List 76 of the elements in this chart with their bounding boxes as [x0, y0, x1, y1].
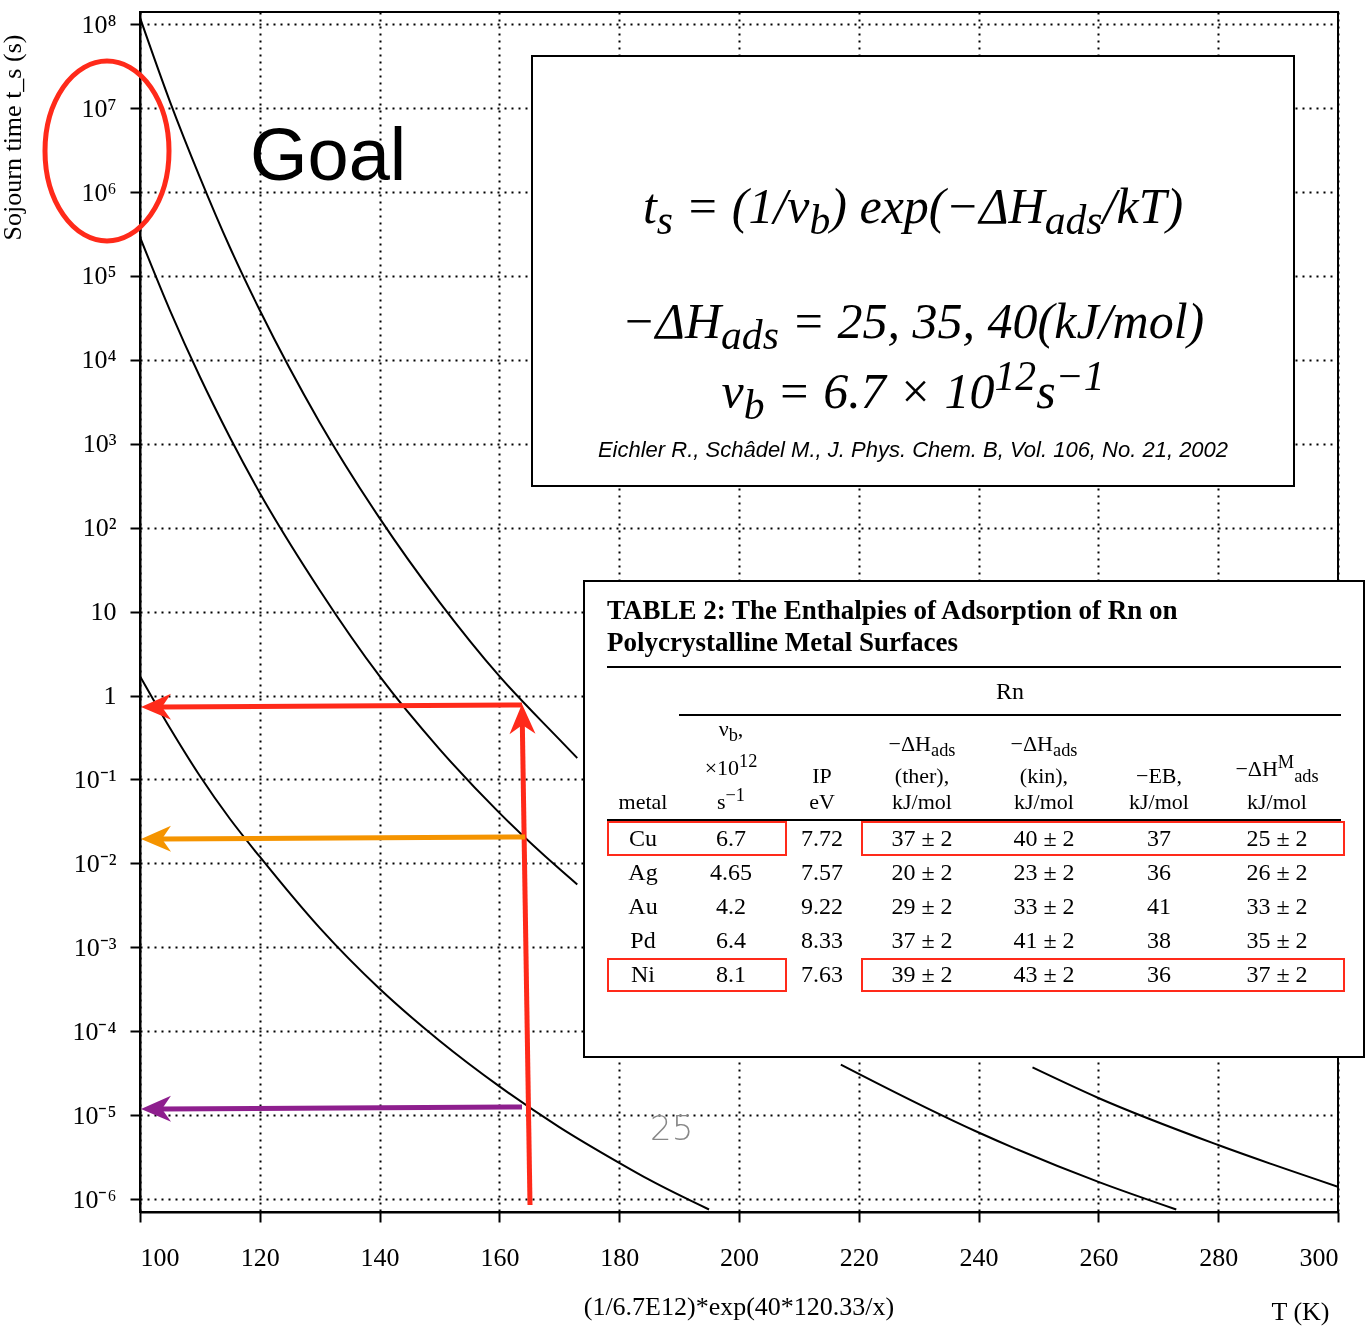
annotation: 25 [650, 1108, 694, 1148]
y-tick-label: 10⁶ [81, 177, 117, 207]
annotation: t$_{s}$ = (1/ν$_{b}$) exp(−ΔH$_{ads}$/kT) [641, 177, 1185, 244]
annotation: Eichler R., Schâdel M., J. Phys. Chem. B, Vol. 106, No. 21, 2002 [596, 437, 1230, 463]
annotation: 43 ± 2 [1012, 960, 1076, 990]
y-tick-label: 10⁻⁶ [72, 1184, 117, 1214]
annotation: 38 [1146, 926, 1172, 956]
annotation: TABLE 2: The Enthalpies of Adsorption of Rn on Polycrystalline Metal Surfaces [607, 594, 1179, 658]
x-tick-label: 200 [720, 1242, 759, 1272]
x-tick-label: 160 [480, 1242, 520, 1272]
y-tick-label: 10⁷ [81, 93, 117, 123]
x-tick-label: 220 [839, 1242, 879, 1272]
annotation: 23 ± 2 [1012, 858, 1076, 888]
annotation: 37 ± 2 [890, 824, 954, 854]
y-tick-label: 1 [103, 681, 117, 711]
x-axis-title: T (K) [1271, 1296, 1330, 1326]
annotation: Rn [679, 667, 1341, 716]
x-tick-label: 300 [1299, 1242, 1339, 1272]
annotation: 39 ± 2 [890, 960, 954, 990]
annotation: 37 [1146, 824, 1172, 854]
annotation: 41 [1146, 892, 1172, 922]
annotation: Pd [629, 926, 657, 956]
y-tick-label: 10⁻⁵ [72, 1100, 117, 1130]
annotation: −ΔH$_{ads}$ (kin), kJ/mol [983, 716, 1105, 821]
annotation: 26 ± 2 [1245, 858, 1309, 888]
y-tick-label: 10⁵ [81, 261, 117, 291]
annotation: 4.2 [715, 892, 747, 922]
x-tick-label: 120 [240, 1242, 280, 1272]
annotation: 37 ± 2 [1245, 960, 1309, 990]
x-tick-label: 260 [1079, 1242, 1119, 1272]
x-tick-label: 240 [959, 1242, 999, 1272]
annotation: 8.33 [800, 926, 844, 956]
annotation: 37 ± 2 [890, 926, 954, 956]
annotation: 7.57 [800, 858, 844, 888]
annotation: 7.72 [800, 824, 844, 854]
annotation: 9.22 [800, 892, 844, 922]
y-tick-label: 10³ [82, 429, 117, 459]
annotation: Au [627, 892, 659, 922]
annotation: Ag [627, 858, 659, 888]
annotation: 20 ± 2 [890, 858, 954, 888]
y-tick-label: 10⁻⁴ [72, 1016, 117, 1046]
annotation: 29 ± 2 [890, 892, 954, 922]
annotation: 7.63 [800, 960, 844, 990]
y-tick-label: 10 [90, 597, 117, 627]
annotation: 33 ± 2 [1012, 892, 1076, 922]
annotation: 8.1 [715, 960, 747, 990]
text: ν$_{b}$, ×10$^{12}$ s$^{−1}$ [704, 716, 758, 815]
annotation: IP eV [783, 716, 861, 821]
annotation: 35 ± 2 [1245, 926, 1309, 956]
annotation: 4.65 [709, 858, 753, 888]
x-tick-label: 180 [600, 1242, 640, 1272]
annotation: Goal [250, 112, 407, 197]
annotation: 40 ± 2 [1012, 824, 1076, 854]
annotation: 25 ± 2 [1245, 824, 1309, 854]
x-tick-label: 100 [140, 1242, 180, 1272]
text: (1/6.7E12)*exp(40*120.33/x) [583, 1292, 895, 1321]
x-tick-label: 140 [360, 1242, 400, 1272]
annotation: 33 ± 2 [1245, 892, 1309, 922]
y-tick-label: 10⁸ [81, 9, 117, 39]
annotation: 6.4 [715, 926, 747, 956]
y-tick-label: 10⁻² [73, 848, 117, 878]
annotation: −EB, kJ/mol [1105, 716, 1213, 821]
annotation: Cu [628, 824, 658, 854]
y-tick-label: 10⁴ [81, 345, 117, 375]
annotation: metal [607, 716, 679, 821]
annotation: 36 [1146, 858, 1172, 888]
annotation: Ni [630, 960, 656, 990]
annotation: 36 [1146, 960, 1172, 990]
annotation: −ΔH$_{ads}$ (ther), kJ/mol [861, 716, 983, 821]
y-axis-title: Sojourn time t_s (s) [0, 34, 27, 241]
x-tick-label: 280 [1199, 1242, 1239, 1272]
annotation: 6.7 [715, 824, 747, 854]
y-tick-label: 10⁻¹ [73, 764, 117, 794]
y-tick-label: 10² [82, 513, 117, 543]
annotation: 41 ± 2 [1012, 926, 1076, 956]
y-tick-label: 10⁻³ [73, 932, 117, 962]
